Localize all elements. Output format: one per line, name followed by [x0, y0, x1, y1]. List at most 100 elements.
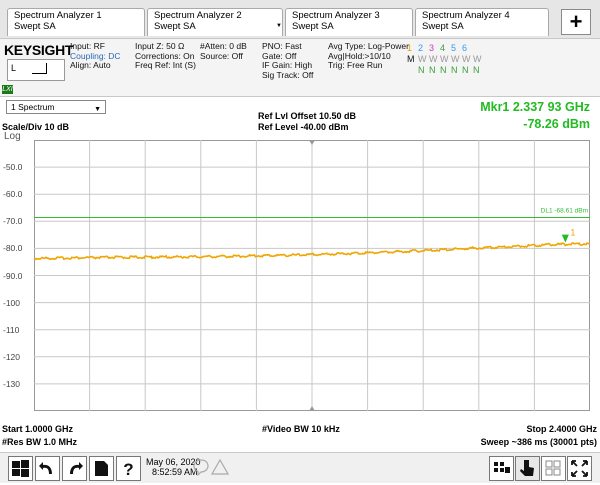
avg-settings-group[interactable]: Avg Type: Log-Power Avg|Hold:>10/10 Trig…	[328, 41, 409, 71]
trace-number-6: 6	[462, 43, 468, 53]
y-tick-label: -110	[3, 324, 20, 335]
pno-settings-group[interactable]: PNO: Fast Gate: Off IF Gain: High Sig Tr…	[262, 41, 314, 80]
trace-mode: W	[418, 54, 427, 64]
marker-amplitude: -78.26 dBm	[523, 117, 590, 131]
input-z-setting: Input Z: 50 Ω	[135, 41, 185, 51]
trace-mode: W	[473, 54, 482, 64]
add-tab-button[interactable]: +	[561, 9, 591, 35]
trace-number-4: 4	[440, 43, 446, 53]
trace-detector: N	[473, 65, 480, 75]
input-settings-group[interactable]: Input: RF Coupling: DC Align: Auto	[70, 41, 121, 71]
trace-mode: W	[440, 54, 449, 64]
freq-ref-setting: Freq Ref: Int (S)	[135, 60, 196, 70]
input-z-settings-group[interactable]: Input Z: 50 Ω Corrections: On Freq Ref: …	[135, 41, 196, 71]
corrections-setting: Corrections: On	[135, 50, 195, 61]
time-label: 8:52:59 AM	[152, 467, 198, 477]
center-bottom-indicator	[309, 406, 315, 411]
full-screen-icon[interactable]	[567, 456, 592, 481]
trace-mode: W	[462, 54, 471, 64]
input-setting: Input: RF	[70, 41, 105, 51]
date-label: May 06, 2020	[146, 457, 201, 467]
video-bw[interactable]: #Video BW 10 kHz	[262, 424, 340, 434]
taskbar: ? May 06, 2020 8:52:59 AM	[0, 452, 600, 483]
redo-icon[interactable]	[62, 456, 87, 481]
align-setting: Align: Auto	[70, 60, 111, 70]
res-bw[interactable]: #Res BW 1.0 MHz	[2, 437, 78, 447]
tab-spectrum-analyzer-4[interactable]: Spectrum Analyzer 4 Swept SA	[415, 8, 549, 36]
marker-diamond	[561, 234, 569, 243]
trace-1	[33, 241, 591, 261]
frequency-footer: Start 1.0000 GHz #Res BW 1.0 MHz #Video …	[0, 412, 600, 452]
if-gain-setting: IF Gain: High	[262, 60, 313, 70]
y-tick-label: -90.0	[3, 270, 23, 281]
touch-icon[interactable]	[515, 456, 540, 481]
atten-settings-group[interactable]: #Atten: 0 dB Source: Off	[200, 41, 247, 61]
trig-setting: Trig: Free Run	[328, 60, 383, 70]
y-tick-label: -100	[3, 297, 21, 308]
svg-text:?: ?	[123, 460, 133, 479]
trace-mode: M	[407, 54, 415, 64]
source-setting: Source: Off	[200, 50, 243, 61]
trace-number-2: 2	[418, 43, 424, 53]
gate-setting: Gate: Off	[262, 50, 297, 61]
tab-bar: Spectrum Analyzer 1 Swept SA Spectrum An…	[0, 0, 600, 38]
tab-title: Spectrum Analyzer 4	[422, 10, 510, 21]
file-icon[interactable]	[89, 456, 114, 481]
start-frequency[interactable]: Start 1.0000 GHz	[2, 424, 74, 434]
center-top-indicator	[309, 140, 315, 145]
log-scale-label: Log	[4, 131, 21, 142]
trace-detector: N	[429, 65, 436, 75]
avg-hold-setting: Avg|Hold:>10/10	[328, 50, 391, 61]
undo-icon[interactable]	[35, 456, 60, 481]
y-tick-label: -50.0	[3, 162, 23, 173]
speech-bubble-icon[interactable]	[192, 458, 210, 481]
atten-setting: #Atten: 0 dB	[200, 41, 247, 51]
stop-frequency[interactable]: Stop 2.4000 GHz	[526, 424, 597, 434]
date-time: May 06, 2020 8:52:59 AM	[146, 457, 201, 477]
tab-title: Spectrum Analyzer 1	[14, 10, 102, 21]
marker-table-icon[interactable]	[489, 456, 514, 481]
tab-subtitle: Swept SA	[154, 21, 196, 32]
y-tick-label: -70.0	[3, 216, 23, 227]
y-tick-label: -120	[3, 351, 21, 362]
display-line-label: DL1 -68.61 dBm	[541, 208, 588, 215]
spectrum-window-select[interactable]: 1 Spectrum ▼	[6, 100, 106, 114]
trace-detector: N	[462, 65, 469, 75]
tab-spectrum-analyzer-1[interactable]: Spectrum Analyzer 1 Swept SA	[7, 8, 145, 36]
trace-detector: N	[451, 65, 458, 75]
trace-mode: W	[429, 54, 438, 64]
avg-type-setting: Avg Type: Log-Power	[328, 41, 409, 51]
spectrum-graticule[interactable]: DL1 -68.61 dBm 1	[33, 140, 591, 411]
sig-track-setting: Sig Track: Off	[262, 69, 314, 80]
warning-icon[interactable]	[210, 458, 230, 481]
pno-setting: PNO: Fast	[262, 41, 302, 51]
caret-down-icon: ▼	[276, 23, 282, 29]
marker-frequency: Mkr1 2.337 93 GHz	[480, 100, 590, 114]
trace-number-1: 1	[407, 43, 413, 53]
tab-spectrum-analyzer-2[interactable]: Spectrum Analyzer 2 Swept SA ▼	[147, 8, 283, 36]
trace-number-5: 5	[451, 43, 457, 53]
sweep-time[interactable]: Sweep ~386 ms (30001 pts)	[480, 437, 597, 447]
trace-detector: N	[440, 65, 447, 75]
tab-spectrum-analyzer-3[interactable]: Spectrum Analyzer 3 Swept SA	[285, 8, 413, 36]
windows-icon[interactable]	[8, 456, 33, 481]
spectrum-plot: DL1 -68.61 dBm 1	[33, 140, 591, 411]
local-label: L	[11, 63, 17, 73]
help-icon[interactable]: ?	[116, 456, 141, 481]
trace-number-3: 3	[429, 43, 435, 53]
scale-per-div: Scale/Div 10 dB	[2, 122, 70, 132]
chevron-down-icon: ▼	[94, 106, 101, 113]
tab-title: Spectrum Analyzer 3	[292, 10, 380, 21]
ref-level[interactable]: Ref Level -40.00 dBm	[258, 122, 349, 132]
y-tick-label: -80.0	[3, 243, 23, 254]
brand-logo: KEYSIGHT	[4, 42, 74, 58]
multi-window-icon[interactable]	[541, 456, 566, 481]
tab-subtitle: Swept SA	[422, 21, 464, 32]
settings-panel: KEYSIGHT L LXI Input: RF Coupling: DC Al…	[0, 38, 600, 97]
local-button[interactable]: L	[7, 59, 65, 81]
ref-level-offset: Ref Lvl Offset 10.50 dB	[258, 111, 357, 121]
tab-subtitle: Swept SA	[14, 21, 56, 32]
